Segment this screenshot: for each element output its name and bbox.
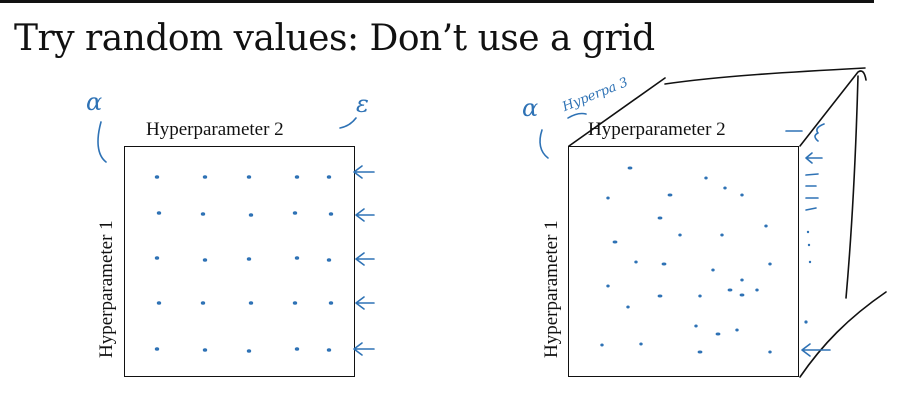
cube-edges — [568, 67, 887, 378]
random-sample-point — [639, 342, 643, 346]
random-sample-point — [704, 176, 708, 180]
face-arrow — [805, 152, 823, 164]
grid-sample-point — [246, 257, 252, 261]
grid-sample-point — [246, 349, 252, 353]
left-alpha-tick — [97, 121, 107, 163]
random-sample-point — [612, 240, 618, 244]
grid-sample-point — [156, 301, 162, 305]
random-sample-point — [606, 196, 610, 200]
grid-sample-point — [292, 211, 298, 215]
top-rule — [0, 0, 874, 3]
random-sample-point — [720, 233, 724, 237]
grid-sample-point — [326, 258, 332, 262]
random-sample-point — [755, 288, 759, 292]
grid-search-square — [124, 146, 355, 377]
random-sample-point — [667, 193, 673, 197]
grid-sample-point — [154, 347, 160, 351]
random-sample-point — [698, 294, 702, 298]
random-sample-point — [740, 193, 744, 197]
random-sample-point — [727, 288, 733, 292]
grid-sample-point — [154, 175, 160, 179]
random-sample-point — [694, 324, 698, 328]
grid-sample-point — [294, 256, 300, 260]
grid-sample-point — [294, 347, 300, 351]
grid-sample-point — [200, 212, 206, 216]
random-sample-point — [678, 233, 682, 237]
grid-sample-point — [326, 175, 332, 179]
grid-sample-point — [248, 301, 254, 305]
grid-sample-point — [202, 175, 208, 179]
right-alpha-annotation: α — [522, 94, 539, 122]
row-arrow — [355, 296, 375, 310]
random-sample-point — [600, 343, 604, 347]
random-sample-point — [606, 284, 610, 288]
row-arrow — [353, 165, 375, 179]
cube-edge-bottom-right — [799, 291, 887, 378]
random-sample-point — [735, 328, 739, 332]
left-alpha-annotation: α — [86, 88, 103, 116]
grid-sample-point — [294, 175, 300, 179]
random-sample-point — [768, 350, 772, 354]
row-arrow — [355, 252, 375, 266]
random-sample-point — [715, 332, 721, 336]
random-search-square — [568, 146, 799, 377]
row-arrow — [355, 208, 375, 222]
face-stroke — [805, 207, 817, 211]
face-stroke — [805, 173, 819, 176]
right-face-dots — [804, 230, 812, 324]
slide-title: Try random values: Don’t use a grid — [14, 18, 655, 59]
random-sample-point — [634, 260, 638, 264]
face-arrow — [801, 343, 831, 357]
right-face-strokes — [801, 152, 831, 357]
cube-edge-back-top — [664, 67, 866, 85]
grid-sample-point — [328, 212, 334, 216]
random-sample-points — [600, 166, 772, 354]
right-x-axis-label: Hyperparameter 2 — [588, 119, 726, 140]
left-row-arrows — [353, 165, 375, 356]
random-sample-point — [723, 186, 727, 190]
left-epsilon-annotation: ε — [356, 90, 369, 118]
grid-sample-point — [202, 348, 208, 352]
left-epsilon-tick — [339, 117, 357, 129]
grid-sample-points — [154, 175, 334, 353]
random-sample-point — [661, 262, 667, 266]
random-sample-point — [626, 305, 630, 309]
row-arrow — [353, 342, 375, 356]
grid-sample-point — [326, 348, 332, 352]
random-sample-point — [657, 216, 663, 220]
random-sample-point — [697, 350, 703, 354]
cube-edge-top-left — [568, 77, 666, 147]
random-sample-point — [764, 224, 768, 228]
cube-edge-top-right — [799, 70, 867, 147]
random-sample-point — [739, 293, 745, 297]
random-sample-point — [740, 278, 744, 282]
right-alpha-tick — [539, 129, 549, 159]
grid-sample-point — [292, 301, 298, 305]
grid-sample-point — [328, 301, 334, 305]
grid-sample-point — [246, 175, 252, 179]
grid-sample-point — [202, 258, 208, 262]
right-epsilon-mark — [814, 123, 825, 142]
random-sample-point — [657, 294, 663, 298]
grid-sample-point — [154, 256, 160, 260]
grid-sample-point — [200, 301, 206, 305]
hyperpa-underline — [567, 112, 587, 119]
cube-edge-back-right — [845, 75, 859, 299]
random-sample-point — [627, 166, 633, 170]
grid-sample-point — [248, 213, 254, 217]
random-sample-point — [711, 268, 715, 272]
grid-sample-point — [156, 211, 162, 215]
random-sample-point — [768, 262, 772, 266]
left-x-axis-label: Hyperparameter 2 — [146, 119, 284, 140]
